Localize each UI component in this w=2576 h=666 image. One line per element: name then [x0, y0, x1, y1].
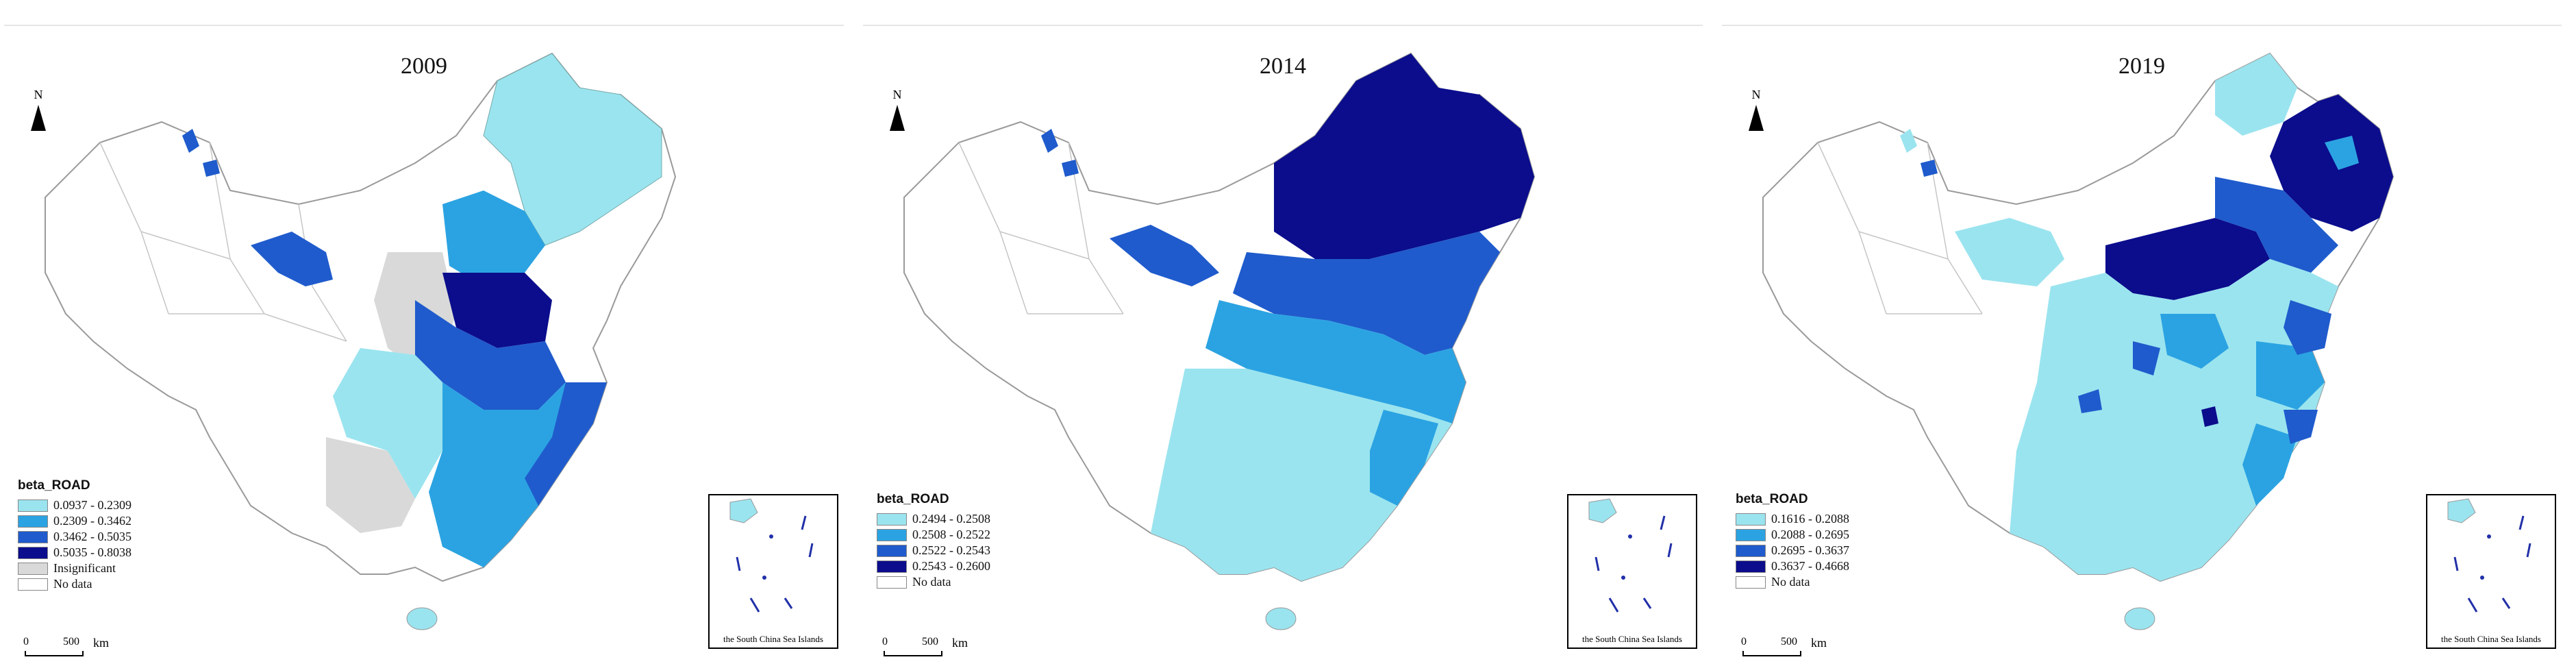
legend-swatch: [877, 528, 907, 541]
scale-distance: 500: [922, 636, 938, 648]
legend-title: beta_ROAD: [877, 492, 949, 506]
legend-label: Insignificant: [53, 561, 116, 575]
legend: beta_ROAD 0.1616 - 0.2088 0.2088 - 0.269…: [1736, 492, 1873, 590]
legend-swatch: [877, 560, 907, 573]
legend-swatch: [18, 499, 48, 512]
scale-line: [25, 651, 84, 656]
map-panel-2019: 2019 N beta_ROAD 0.1616 - 0.2088 0.2088 …: [1722, 25, 2562, 659]
legend-swatch: [1736, 576, 1766, 589]
legend-title: beta_ROAD: [18, 478, 90, 493]
legend: beta_ROAD 0.2494 - 0.2508 0.2508 - 0.252…: [877, 492, 1014, 590]
legend-swatch: [1736, 528, 1766, 541]
legend-item: 0.5035 - 0.8038: [18, 545, 155, 560]
legend-label: 0.2543 - 0.2600: [912, 559, 990, 573]
legend-swatch: [18, 530, 48, 543]
scale-zero: 0: [882, 636, 888, 648]
inset-label: the South China Sea Islands: [1582, 634, 1682, 644]
legend-label: No data: [1771, 575, 1810, 589]
scale-line: [884, 651, 942, 656]
north-label: N: [1751, 88, 1761, 101]
legend-label: 0.2522 - 0.2543: [912, 543, 990, 557]
inset-map: [729, 498, 814, 613]
legend: beta_ROAD 0.0937 - 0.2309 0.2309 - 0.346…: [18, 478, 155, 592]
legend-item: 0.2309 - 0.3462: [18, 513, 155, 529]
legend-swatch: [18, 562, 48, 575]
inset-map: [2447, 498, 2531, 613]
scale-unit: km: [1811, 636, 1827, 650]
legend-label: 0.2508 - 0.2522: [912, 528, 990, 541]
legend-item: 0.0937 - 0.2309: [18, 497, 155, 513]
china-map-2014: [903, 52, 1536, 630]
north-label: N: [34, 88, 43, 101]
legend-label: 0.3637 - 0.4668: [1771, 559, 1849, 573]
south-china-sea-inset: the South China Sea Islands: [1567, 494, 1697, 649]
map-title: 2009: [401, 53, 447, 79]
legend-label: 0.5035 - 0.8038: [53, 545, 132, 559]
legend-swatch: [877, 576, 907, 589]
inset-map: [1588, 498, 1673, 613]
legend-item: 0.2522 - 0.2543: [877, 543, 1014, 558]
scale-distance: 500: [63, 636, 79, 648]
legend-label: 0.3462 - 0.5035: [53, 530, 132, 543]
china-map-2019: [1762, 52, 2394, 630]
map-panel-2009: 2009 N beta_ROAD 0.0937 - 0.2309 0.2309 …: [4, 25, 844, 659]
scale-bar: 0 500 km: [1736, 636, 1873, 656]
north-arrow-icon: [890, 105, 905, 131]
legend-item: 0.1616 - 0.2088: [1736, 511, 1873, 527]
scale-distance: 500: [1781, 636, 1797, 648]
legend-item: No data: [1736, 574, 1873, 590]
legend-label: 0.1616 - 0.2088: [1771, 512, 1849, 526]
map-title: 2019: [2118, 53, 2165, 79]
legend-item: 0.2494 - 0.2508: [877, 511, 1014, 527]
north-arrow: N: [25, 88, 52, 131]
scale-line: [1742, 651, 1801, 656]
legend-label: 0.0937 - 0.2309: [53, 498, 132, 512]
legend-swatch: [1736, 513, 1766, 526]
scale-zero: 0: [23, 636, 29, 648]
legend-swatch: [877, 513, 907, 526]
legend-swatch: [1736, 560, 1766, 573]
north-arrow: N: [1742, 88, 1770, 131]
legend-swatch: [877, 544, 907, 557]
legend-label: 0.2494 - 0.2508: [912, 512, 990, 526]
legend-title: beta_ROAD: [1736, 492, 1808, 506]
scale-bar: 0 500 km: [877, 636, 1014, 656]
scale-bar: 0 500 km: [18, 636, 155, 656]
scale-unit: km: [952, 636, 968, 650]
south-china-sea-inset: the South China Sea Islands: [708, 494, 838, 649]
china-map-2009: [45, 52, 677, 630]
south-china-sea-inset: the South China Sea Islands: [2426, 494, 2556, 649]
north-arrow-icon: [31, 105, 46, 131]
map-title: 2014: [1260, 53, 1306, 79]
legend-swatch: [18, 578, 48, 591]
legend-item: 0.3637 - 0.4668: [1736, 558, 1873, 574]
legend-label: 0.2088 - 0.2695: [1771, 528, 1849, 541]
legend-item: Insignificant: [18, 560, 155, 576]
legend-item: 0.2695 - 0.3637: [1736, 543, 1873, 558]
legend-item: 0.2088 - 0.2695: [1736, 527, 1873, 543]
legend-swatch: [1736, 544, 1766, 557]
legend-swatch: [18, 515, 48, 528]
legend-label: No data: [912, 575, 951, 589]
legend-label: No data: [53, 577, 92, 591]
map-panel-2014: 2014 N beta_ROAD 0.2494 - 0.2508 0.2508 …: [863, 25, 1703, 659]
region-northeast: [483, 53, 662, 246]
legend-item: No data: [877, 574, 1014, 590]
legend-label: 0.2695 - 0.3637: [1771, 543, 1849, 557]
legend-swatch: [18, 546, 48, 559]
scale-unit: km: [93, 636, 110, 650]
legend-item: 0.2508 - 0.2522: [877, 527, 1014, 543]
inset-label: the South China Sea Islands: [723, 634, 823, 644]
legend-item: 0.2543 - 0.2600: [877, 558, 1014, 574]
legend-label: 0.2309 - 0.3462: [53, 514, 132, 528]
scale-zero: 0: [1741, 636, 1747, 648]
inset-label: the South China Sea Islands: [2441, 634, 2541, 644]
north-arrow-icon: [1749, 105, 1764, 131]
legend-item: 0.3462 - 0.5035: [18, 529, 155, 545]
legend-item: No data: [18, 576, 155, 592]
north-arrow: N: [884, 88, 911, 131]
north-label: N: [892, 88, 902, 101]
